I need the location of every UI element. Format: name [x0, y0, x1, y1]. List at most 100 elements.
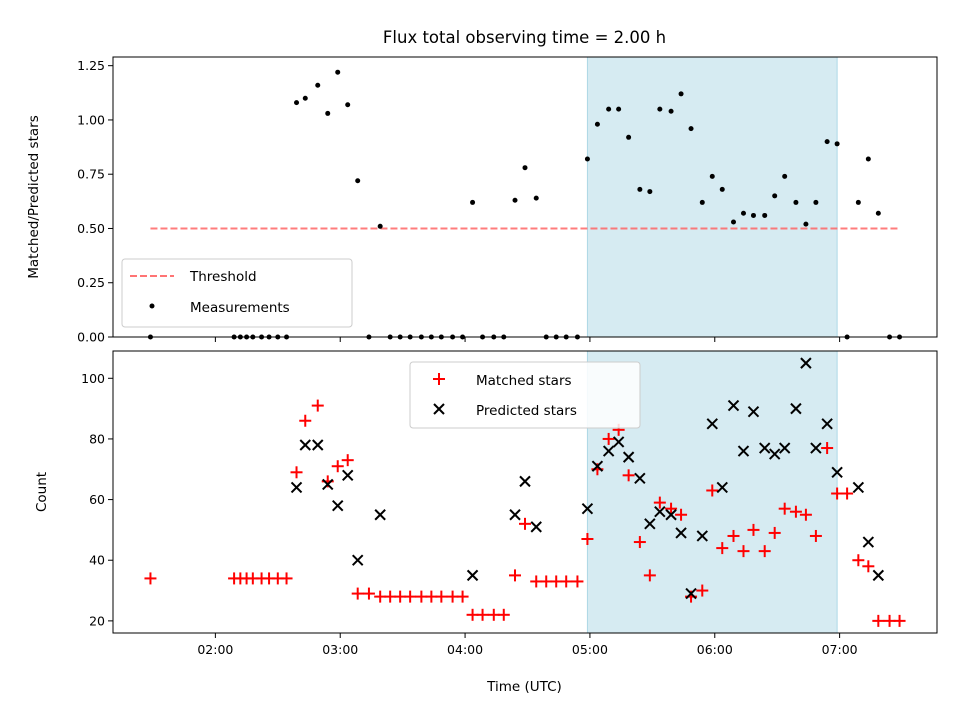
predicted-star-point: [675, 527, 687, 539]
matched-star-point: [872, 614, 885, 627]
measurement-point: [647, 189, 653, 195]
ytick-label: 40: [89, 553, 105, 568]
bottom-marks: [144, 357, 906, 627]
measurement-point: [813, 199, 819, 205]
measurement-point: [616, 106, 622, 112]
predicted-star-point: [696, 530, 708, 542]
measurement-point: [824, 139, 830, 145]
top-span: [586, 56, 838, 338]
predicted-star-point: [622, 451, 635, 463]
matched-star-point: [581, 533, 594, 545]
measurement-point: [762, 212, 768, 218]
predicted-star-point: [519, 475, 531, 488]
ytick-label: 0.00: [77, 330, 105, 345]
predicted-star-point: [634, 472, 646, 485]
matched-star-point: [341, 454, 354, 467]
predicted-star-point: [778, 442, 791, 454]
xtick-label: 06:00: [697, 642, 733, 657]
measurements-legend-marker: [149, 303, 155, 309]
xtick-label: 04:00: [447, 642, 483, 657]
measurement-point: [865, 156, 871, 162]
measurement-point: [355, 178, 361, 184]
predicted-star-point: [342, 469, 354, 482]
matched-legend-marker: [433, 373, 445, 385]
measurement-point: [626, 134, 632, 140]
predicted-star-point: [831, 466, 843, 478]
measurement-point: [522, 165, 528, 171]
predicted-legend-label: Predicted stars: [476, 403, 577, 419]
top-legend-box: [121, 258, 353, 328]
measurement-point: [793, 199, 799, 205]
predicted-star-point: [581, 502, 594, 515]
matched-star-point: [519, 517, 531, 530]
matched-star-point: [768, 526, 781, 539]
measurement-point: [657, 106, 663, 112]
predicted-star-point: [322, 478, 334, 491]
matched-star-point: [841, 487, 854, 500]
matched-star-point: [622, 469, 635, 482]
ytick-label: 60: [89, 492, 105, 507]
measurement-point: [772, 193, 778, 199]
top-panel: 0.00 0.25 0.50 0.75 1.00 1.25 Matched/Predict…: [26, 56, 938, 345]
chart-title: Flux total observing time = 2.00 h: [383, 28, 666, 47]
predicted-star-point: [654, 506, 666, 518]
measurement-point: [470, 199, 476, 205]
predicted-star-point: [665, 509, 677, 521]
predicted-star-point: [591, 460, 604, 472]
matched-star-point: [476, 608, 489, 621]
predicted-star-point: [759, 442, 771, 454]
matched-star-point: [351, 587, 364, 600]
bottom-legend-box: [409, 361, 641, 429]
threshold-legend-label: Threshold: [189, 269, 257, 285]
matched-star-point: [778, 502, 791, 515]
matched-star-point: [404, 590, 417, 603]
matched-star-point: [821, 442, 834, 455]
bottom-legend: Matched stars Predicted stars: [409, 361, 641, 429]
measurement-point: [637, 186, 643, 192]
ytick-label: 80: [89, 431, 105, 446]
measurement-point: [730, 219, 736, 225]
predicted-star-point: [374, 509, 386, 521]
measurement-point: [678, 91, 684, 97]
predicted-star-point: [747, 405, 760, 418]
bottom-xlabel: Time (UTC): [486, 679, 562, 695]
top-ticks: 0.00 0.25 0.50 0.75 1.00 1.25: [77, 58, 841, 345]
measurement-point: [834, 141, 840, 147]
matched-star-point: [852, 554, 865, 567]
matched-star-point: [862, 560, 875, 573]
measurement-point: [750, 212, 756, 218]
matched-star-point: [331, 460, 344, 473]
matched-star-point: [280, 572, 293, 585]
predicted-star-point: [332, 499, 344, 512]
predicted-star-point: [466, 569, 479, 582]
ytick-label: 1.00: [77, 112, 105, 127]
predicted-star-point: [852, 481, 865, 494]
predicted-star-point: [821, 418, 833, 430]
matched-star-point: [560, 575, 573, 588]
predicted-star-point: [727, 399, 740, 412]
predicted-star-point: [299, 439, 311, 451]
predicted-star-point: [612, 436, 625, 448]
predicted-star-point: [790, 402, 802, 415]
matched-star-point: [456, 590, 469, 603]
predicted-star-point: [737, 445, 750, 457]
matched-star-point: [747, 523, 760, 536]
predicted-star-point: [872, 569, 885, 582]
ytick-label: 0.50: [77, 221, 105, 236]
matched-star-point: [633, 536, 646, 549]
predicted-star-point: [509, 509, 521, 521]
matched-star-point: [758, 545, 771, 558]
top-ylabel: Matched/Predicted stars: [26, 115, 42, 278]
predicted-star-point: [602, 445, 615, 457]
matched-star-point: [602, 432, 615, 445]
measurement-point: [302, 95, 308, 101]
matched-star-point: [893, 614, 906, 627]
bottom-panel: 20 40 60 80 100 02:00 03:00 04:00 05:00 06:00 07:0…: [34, 350, 938, 695]
ytick-label: 0.25: [77, 275, 105, 290]
measurement-point: [803, 221, 809, 227]
measurement-point: [315, 82, 321, 88]
measurement-point: [855, 199, 861, 205]
matched-star-point: [789, 505, 802, 518]
matched-star-point: [665, 502, 678, 515]
